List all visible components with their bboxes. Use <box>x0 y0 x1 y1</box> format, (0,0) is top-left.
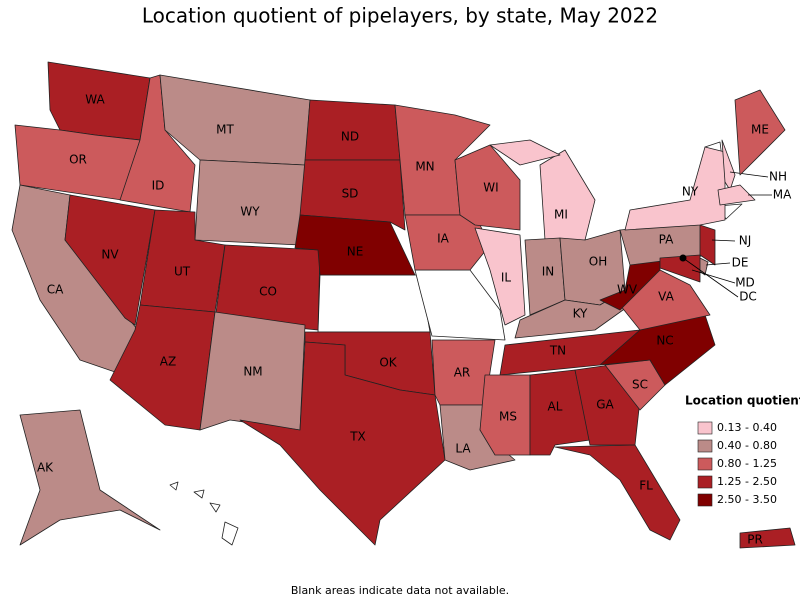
state-label: NY <box>682 185 699 199</box>
state-shape <box>739 527 796 549</box>
state-label: TX <box>349 430 366 444</box>
state-shape <box>699 224 716 266</box>
state-label: GA <box>596 398 614 412</box>
state-label: LA <box>455 442 471 456</box>
state-label: WY <box>240 205 260 219</box>
legend-label: 0.80 - 1.25 <box>717 457 777 470</box>
state-label: ND <box>341 130 359 144</box>
state-label: NJ <box>739 234 752 248</box>
state-label: AZ <box>160 355 176 369</box>
state-label: AL <box>548 400 563 414</box>
state-shape <box>734 89 786 176</box>
state-label: IA <box>437 232 450 246</box>
island-shape <box>193 489 205 499</box>
state-label: OH <box>589 255 607 269</box>
state-label: AR <box>454 366 471 380</box>
state-label: MT <box>216 123 234 137</box>
state-label: DE <box>732 256 749 270</box>
state-label: NV <box>101 248 119 262</box>
state-label: CA <box>47 283 64 297</box>
state-shape <box>214 244 321 331</box>
state-label: IN <box>542 265 555 279</box>
state-label: NM <box>243 365 262 379</box>
state-label: SD <box>342 187 359 201</box>
state-label: MA <box>773 188 792 202</box>
state-shape <box>717 184 756 206</box>
state-label: AK <box>37 461 54 475</box>
legend-label: 1.25 - 2.50 <box>717 475 777 488</box>
state-label: FL <box>639 479 653 493</box>
state-label: PA <box>659 233 674 247</box>
state-shape <box>474 227 526 326</box>
state-shape <box>19 409 161 546</box>
state-label: MD <box>735 276 755 290</box>
state-shape <box>317 274 431 333</box>
state-shape <box>239 341 446 546</box>
leader-line <box>705 262 731 266</box>
leader-line <box>691 269 736 284</box>
state-label: MS <box>499 410 517 424</box>
state-shape <box>194 159 306 246</box>
footnote: Blank areas indicate data not available. <box>291 584 509 597</box>
leader-line <box>711 239 736 242</box>
state-label: ME <box>751 123 769 137</box>
legend-swatch <box>697 439 713 453</box>
state-shape <box>659 254 701 283</box>
no-data-areas <box>169 141 743 546</box>
legend-label: 0.13 - 0.40 <box>717 421 777 434</box>
legend-swatch <box>697 421 713 435</box>
state-label: NC <box>656 334 673 348</box>
state-shape <box>299 159 406 231</box>
leader-line <box>682 257 739 298</box>
state-shape <box>624 146 726 231</box>
state-label: WI <box>483 181 498 195</box>
state-label: NE <box>347 245 364 259</box>
state-label: TN <box>549 344 566 358</box>
leader-line <box>729 171 769 178</box>
state-label: IL <box>501 271 512 285</box>
state-label: MN <box>415 160 434 174</box>
legend-swatch <box>697 475 713 489</box>
state-shape <box>489 139 561 166</box>
state-label: OK <box>379 356 397 370</box>
state-shape <box>554 444 681 541</box>
state-label: KY <box>573 307 588 321</box>
island-shape <box>209 502 221 513</box>
island-shape <box>169 481 179 491</box>
state-label: PR <box>747 533 763 547</box>
state-label: VA <box>658 290 674 304</box>
legend-label: 0.40 - 0.80 <box>717 439 777 452</box>
state-label: WV <box>617 283 638 297</box>
island-shape <box>221 521 239 546</box>
map-title: Location quotient of pipelayers, by stat… <box>142 4 658 28</box>
state-label: SC <box>632 378 648 392</box>
state-label: CO <box>259 285 277 299</box>
state-label: UT <box>174 265 191 279</box>
state-label: ID <box>152 179 165 193</box>
state-label: DC <box>739 290 757 304</box>
state-label: WA <box>85 93 105 107</box>
state-label: MI <box>554 208 568 222</box>
legend-label: 2.50 - 3.50 <box>717 493 777 506</box>
state-label: OR <box>69 153 87 167</box>
state-shape <box>539 149 596 241</box>
legend-title: Location quotient <box>685 394 800 408</box>
state-label: NH <box>769 170 787 184</box>
legend-swatch <box>697 457 713 471</box>
state-shape <box>294 214 416 276</box>
legend-swatch <box>697 493 713 507</box>
state-shape <box>64 194 156 326</box>
state-shape <box>479 374 531 456</box>
